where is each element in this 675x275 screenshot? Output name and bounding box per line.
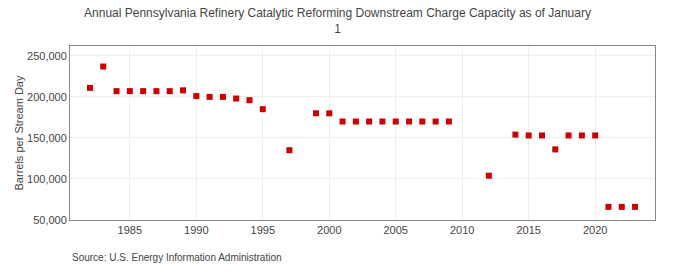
svg-text:200,000: 200,000	[27, 91, 67, 103]
svg-text:50,000: 50,000	[33, 214, 67, 226]
svg-text:1985: 1985	[118, 224, 142, 236]
svg-text:2020: 2020	[583, 224, 607, 236]
svg-text:100,000: 100,000	[27, 173, 67, 185]
svg-text:150,000: 150,000	[27, 132, 67, 144]
svg-text:Annual Pennsylvania Refinery C: Annual Pennsylvania Refinery Catalytic R…	[84, 6, 591, 36]
svg-text:2005: 2005	[383, 224, 407, 236]
svg-text:250,000: 250,000	[27, 50, 67, 62]
svg-text:2010: 2010	[450, 224, 474, 236]
svg-text:Barrels per Stream Day: Barrels per Stream Day	[13, 75, 25, 190]
svg-text:2015: 2015	[516, 224, 540, 236]
svg-text:1995: 1995	[251, 224, 275, 236]
svg-text:2000: 2000	[317, 224, 341, 236]
svg-text:1990: 1990	[184, 224, 208, 236]
svg-text:Source: U.S. Energy Informatio: Source: U.S. Energy Information Administ…	[72, 252, 282, 263]
